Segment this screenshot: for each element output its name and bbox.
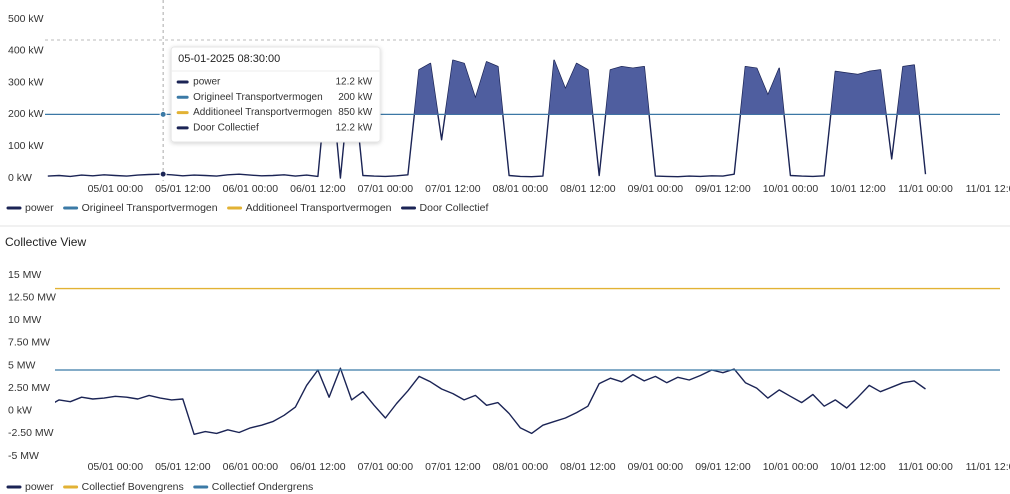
y-tick-label: 200 kW [8,108,44,120]
tooltip-value: 850 kW [338,107,372,118]
tooltip-name: Origineel Transportvermogen [193,92,323,103]
y-tick-label: 15 MW [8,269,41,281]
legend-label: Additioneel Transportvermogen [246,202,392,214]
y-tick-label: 0 kW [8,172,32,184]
panel-title: Collective View [5,235,86,249]
tooltip-name: power [193,77,221,88]
x-tick-label: 06/01 00:00 [223,461,279,473]
y-tick-label: 500 kW [8,13,44,25]
hover-dot [159,170,167,178]
y-tick-label: 300 kW [8,76,44,88]
x-tick-label: 09/01 00:00 [628,461,684,473]
hover-dot [159,110,167,118]
x-tick-label: 07/01 12:00 [425,183,481,195]
legend-label: power [25,202,54,214]
tooltip-name: Door Collectief [193,123,259,134]
x-tick-label: 11/01 12:00 [966,461,1010,473]
x-tick-label: 10/01 12:00 [830,183,886,195]
x-tick-label: 11/01 00:00 [898,461,953,473]
x-tick-label: 10/01 00:00 [763,461,819,473]
y-tick-label: 0 kW [8,405,32,417]
x-tick-label: 05/01 12:00 [155,461,211,473]
tooltip-value: 12.2 kW [335,77,372,88]
tooltip-name: Additioneel Transportvermogen [193,107,332,118]
plot [55,287,1000,435]
y-tick-label: 5 MW [8,359,36,371]
x-tick-label: 07/01 12:00 [425,461,481,473]
x-tick-label: 09/01 12:00 [695,461,751,473]
x-tick-label: 09/01 12:00 [695,183,751,195]
y-tick-label: -5 MW [8,450,39,462]
y-tick-label: 400 kW [8,45,44,57]
y-tick-label: 10 MW [8,314,41,326]
y-tick-label: 100 kW [8,140,44,152]
legend-label: Collectief Bovengrens [82,481,184,493]
legend-label: Collectief Ondergrens [212,481,314,493]
x-tick-label: 07/01 00:00 [358,461,414,473]
y-tick-label: 12.50 MW [8,291,56,303]
x-tick-label: 08/01 12:00 [560,461,616,473]
tooltip-value: 200 kW [338,92,372,103]
x-tick-label: 09/01 00:00 [628,183,684,195]
tooltip-title: 05-01-2025 08:30:00 [178,53,280,65]
x-tick-label: 11/01 00:00 [898,183,953,195]
legend-label: Door Collectief [420,202,489,214]
y-tick-label: -2.50 MW [8,427,54,439]
x-tick-label: 05/01 12:00 [155,183,211,195]
y-tick-label: 2.50 MW [8,382,50,394]
tooltip-value: 12.2 kW [335,123,372,134]
x-tick-label: 08/01 00:00 [493,183,549,195]
x-tick-label: 05/01 00:00 [88,461,144,473]
x-tick-label: 08/01 00:00 [493,461,549,473]
x-tick-label: 11/01 12:00 [966,183,1010,195]
x-tick-label: 06/01 12:00 [290,183,346,195]
x-tick-label: 10/01 00:00 [763,183,819,195]
line [55,367,926,435]
x-tick-label: 05/01 00:00 [88,183,144,195]
x-tick-label: 06/01 00:00 [223,183,279,195]
legend-label: Origineel Transportvermogen [82,202,218,214]
area [47,57,926,115]
y-tick-label: 7.50 MW [8,337,50,349]
x-tick-label: 10/01 12:00 [830,461,886,473]
legend-label: power [25,481,54,493]
x-tick-label: 06/01 12:00 [290,461,346,473]
x-tick-label: 08/01 12:00 [560,183,616,195]
x-tick-label: 07/01 00:00 [358,183,414,195]
